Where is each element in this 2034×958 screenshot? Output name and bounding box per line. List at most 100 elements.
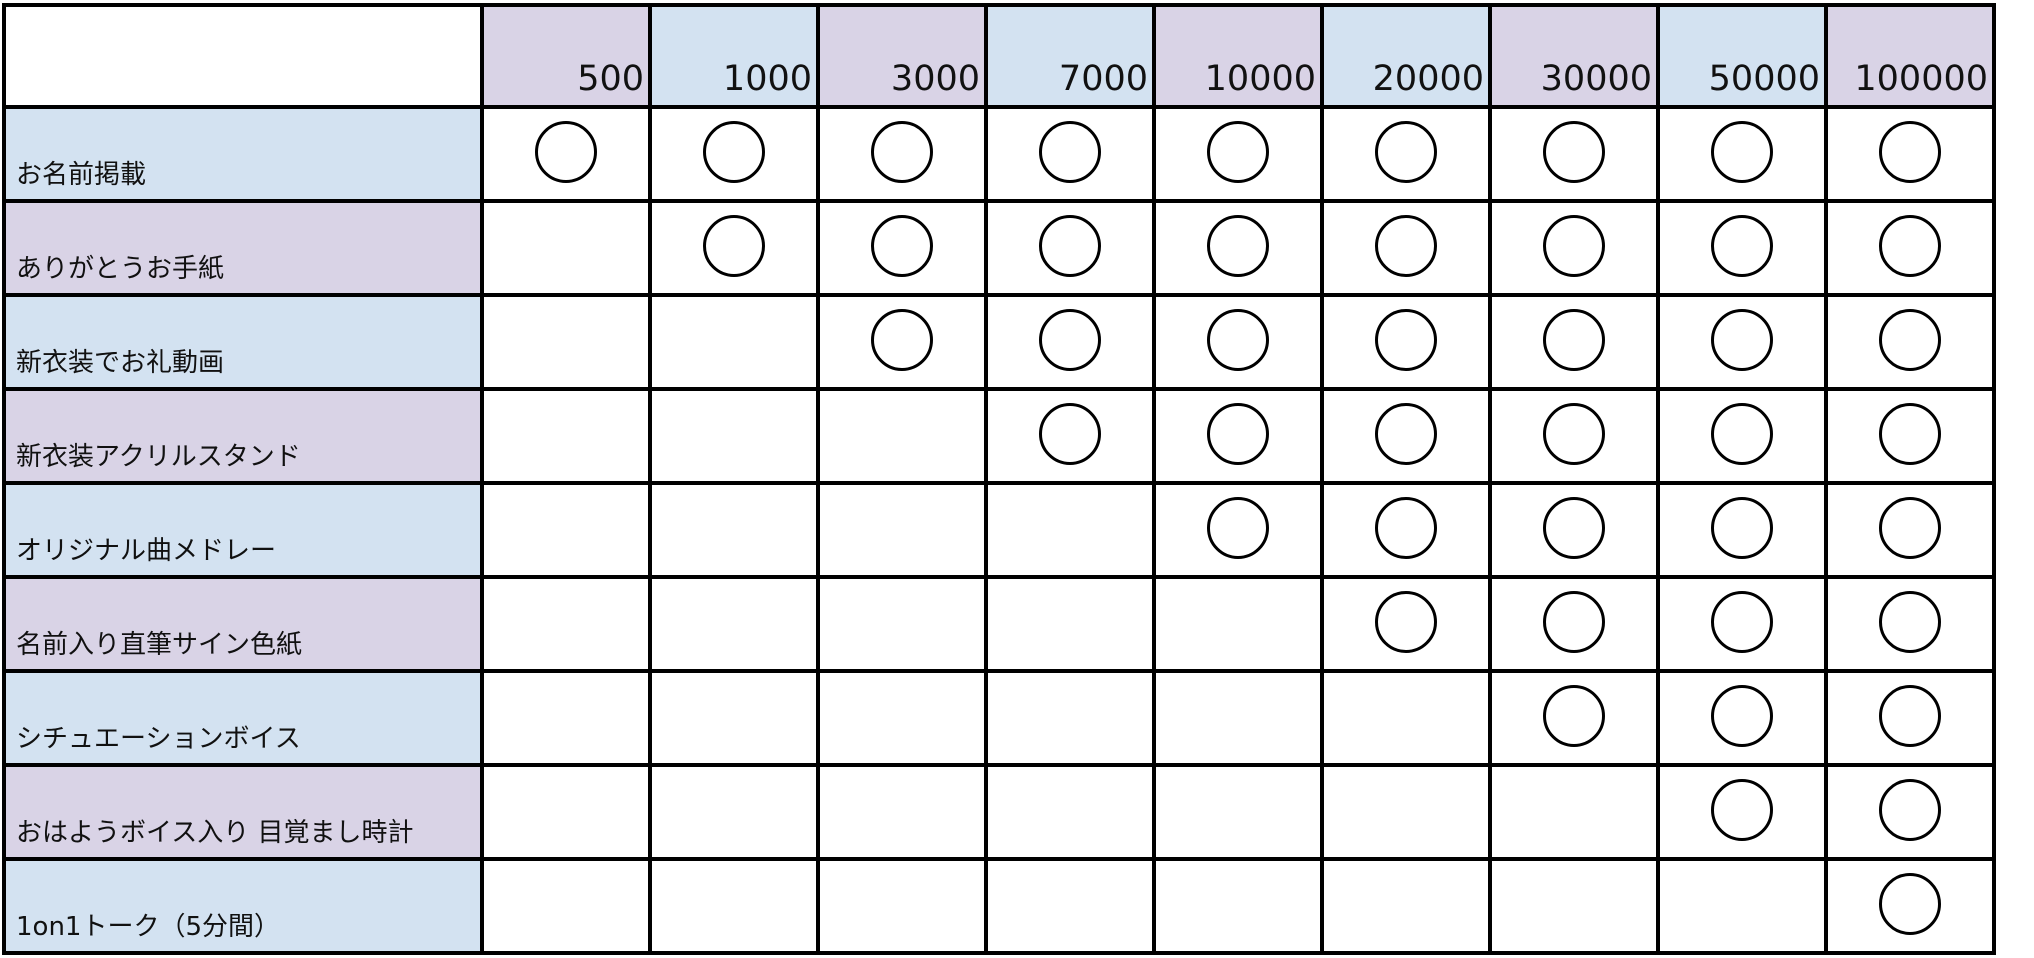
circle-mark-icon (703, 121, 765, 183)
table-cell (1320, 293, 1492, 391)
circle-mark-icon (1543, 121, 1605, 183)
table-row: シチュエーションボイス (2, 669, 1996, 767)
table-cell (1824, 481, 1996, 579)
circle-mark-icon (1879, 873, 1941, 935)
reward-label: お名前掲載 (2, 105, 484, 203)
circle-mark-icon (871, 121, 933, 183)
table-cell (1320, 387, 1492, 485)
circle-mark-icon (1039, 215, 1101, 277)
circle-mark-icon (1711, 779, 1773, 841)
table-cell (1824, 857, 1996, 955)
tier-header-30000: 30000 (1488, 3, 1660, 109)
table-cell (1488, 199, 1660, 297)
circle-mark-icon (1879, 497, 1941, 559)
table-cell (816, 387, 988, 485)
circle-mark-icon (1207, 497, 1269, 559)
header-row: 500 1000 3000 7000 10000 20000 30000 50000 10000… (2, 3, 1996, 109)
table-cell (816, 763, 988, 861)
table-cell (816, 105, 988, 203)
tier-header-500: 500 (480, 3, 652, 109)
table-cell (984, 105, 1156, 203)
table-cell (648, 669, 820, 767)
table-cell (480, 105, 652, 203)
circle-mark-icon (1711, 685, 1773, 747)
table-cell (1656, 293, 1828, 391)
circle-mark-icon (1879, 779, 1941, 841)
circle-mark-icon (703, 215, 765, 277)
reward-tier-table: 500 1000 3000 7000 10000 20000 30000 50000 10000… (2, 3, 1996, 955)
table-cell (1824, 763, 1996, 861)
table-cell (648, 387, 820, 485)
table-row: 名前入り直筆サイン色紙 (2, 575, 1996, 673)
circle-mark-icon (1039, 121, 1101, 183)
circle-mark-icon (1375, 215, 1437, 277)
table-cell (648, 857, 820, 955)
table-cell (984, 763, 1156, 861)
circle-mark-icon (1375, 309, 1437, 371)
table-cell (1320, 105, 1492, 203)
table-row: 新衣装でお礼動画 (2, 293, 1996, 391)
circle-mark-icon (1879, 309, 1941, 371)
circle-mark-icon (1543, 497, 1605, 559)
circle-mark-icon (1039, 309, 1101, 371)
reward-label: オリジナル曲メドレー (2, 481, 484, 579)
table-cell (1152, 199, 1324, 297)
table-cell (1824, 669, 1996, 767)
circle-mark-icon (1207, 215, 1269, 277)
table-cell (1488, 105, 1660, 203)
reward-label: シチュエーションボイス (2, 669, 484, 767)
tier-header-100000: 100000 (1824, 3, 1996, 109)
tier-header-1000: 1000 (648, 3, 820, 109)
circle-mark-icon (1711, 121, 1773, 183)
reward-label: 新衣装アクリルスタンド (2, 387, 484, 485)
table-cell (984, 293, 1156, 391)
table-cell (1824, 387, 1996, 485)
reward-label: おはようボイス入り 目覚まし時計 (2, 763, 484, 861)
table-cell (1824, 105, 1996, 203)
circle-mark-icon (1207, 121, 1269, 183)
table-cell (1488, 293, 1660, 391)
table-cell (1488, 575, 1660, 673)
table-cell (816, 669, 988, 767)
table-cell (1320, 763, 1492, 861)
tier-header-3000: 3000 (816, 3, 988, 109)
circle-mark-icon (535, 121, 597, 183)
circle-mark-icon (1879, 591, 1941, 653)
table-cell (984, 575, 1156, 673)
tier-header-20000: 20000 (1320, 3, 1492, 109)
table-row: 新衣装アクリルスタンド (2, 387, 1996, 485)
table-cell (1488, 481, 1660, 579)
corner-cell (2, 3, 484, 109)
table-cell (480, 669, 652, 767)
table-cell (1656, 857, 1828, 955)
table-cell (1656, 763, 1828, 861)
tier-header-50000: 50000 (1656, 3, 1828, 109)
table-cell (1656, 481, 1828, 579)
table-cell (816, 481, 988, 579)
table-cell (1824, 575, 1996, 673)
table-cell (1152, 763, 1324, 861)
table-cell (816, 293, 988, 391)
circle-mark-icon (1711, 497, 1773, 559)
table-cell (1488, 763, 1660, 861)
table-cell (648, 575, 820, 673)
table-cell (1152, 857, 1324, 955)
circle-mark-icon (1207, 309, 1269, 371)
table-cell (648, 105, 820, 203)
circle-mark-icon (1543, 309, 1605, 371)
circle-mark-icon (1207, 403, 1269, 465)
reward-label: 名前入り直筆サイン色紙 (2, 575, 484, 673)
circle-mark-icon (1879, 215, 1941, 277)
table-cell (1152, 293, 1324, 391)
table-cell (648, 293, 820, 391)
table-cell (816, 575, 988, 673)
table-cell (648, 763, 820, 861)
table-cell (1320, 669, 1492, 767)
circle-mark-icon (1543, 215, 1605, 277)
table-cell (984, 199, 1156, 297)
table-cell (1488, 387, 1660, 485)
circle-mark-icon (1543, 685, 1605, 747)
table-cell (816, 857, 988, 955)
table-cell (1152, 481, 1324, 579)
circle-mark-icon (1711, 215, 1773, 277)
